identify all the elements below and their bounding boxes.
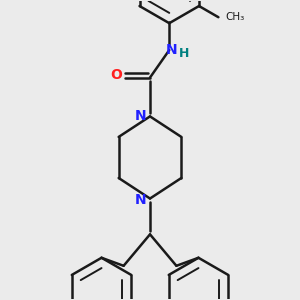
- Text: N: N: [134, 193, 146, 207]
- Text: H: H: [179, 46, 189, 60]
- Text: N: N: [166, 43, 177, 57]
- Text: CH₃: CH₃: [226, 12, 245, 22]
- Text: N: N: [134, 109, 146, 123]
- Text: O: O: [110, 68, 122, 82]
